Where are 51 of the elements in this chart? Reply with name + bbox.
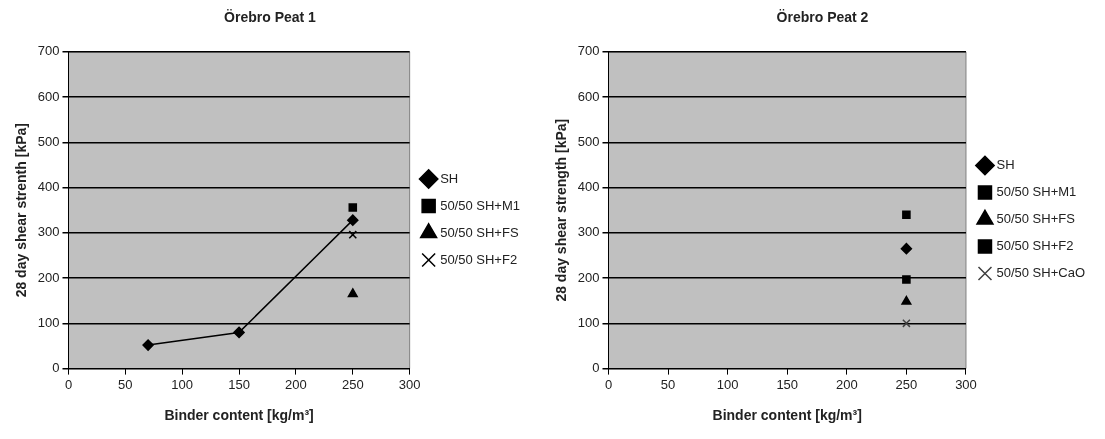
y-tick-label: 200 [577, 269, 600, 285]
y-tick-label: 600 [577, 88, 600, 104]
x-tick-label: 250 [895, 376, 918, 392]
y-tick-label: 200 [37, 269, 60, 285]
legend-label: 50/50 SH+M1 [996, 184, 1077, 200]
x-tick-label: 150 [776, 376, 799, 392]
point [348, 203, 358, 212]
legend-label: 50/50 SH+M1 [440, 197, 521, 213]
x-tick-label: 200 [285, 376, 307, 392]
y-tick-label: 0 [52, 360, 60, 376]
x-tick-label: 250 [341, 376, 364, 392]
legend-label: 50/50 SH+FS [996, 211, 1076, 227]
x-tick-label: 200 [835, 376, 858, 392]
y-tick-label: 700 [37, 43, 60, 59]
chart-title: Örebro Peat 2 [776, 9, 869, 26]
legend-label: SH [440, 170, 459, 186]
y-tick-label: 400 [577, 179, 600, 195]
x-tick-label: 150 [228, 376, 250, 392]
y-tick-label: 0 [592, 360, 600, 376]
x-tick-label: 0 [64, 376, 73, 392]
x-tick-label: 50 [660, 376, 676, 392]
y-axis-title: 28 day shear strenth [kPa] [13, 123, 30, 298]
x-tick-label: 300 [398, 376, 421, 392]
y-tick-label: 400 [37, 179, 60, 195]
x-tick-label: 300 [955, 376, 977, 392]
x-axis-title: Binder content [kg/m³] [164, 407, 314, 424]
y-tick-label: 300 [37, 224, 60, 240]
point [142, 339, 154, 351]
x-tick-label: 100 [716, 376, 739, 392]
y-tick-label: 500 [37, 133, 60, 149]
point [233, 326, 245, 339]
legend-label: 50/50 SH+F2 [996, 238, 1074, 254]
y-tick-label: 100 [577, 314, 600, 330]
point [348, 230, 358, 239]
y-tick-label: 300 [577, 224, 600, 240]
chart-title: Örebro Peat 1 [224, 9, 317, 26]
legend-label: 50/50 SH+CaO [996, 265, 1086, 281]
x-tick-label: 50 [118, 376, 133, 392]
x-tick-label: 100 [171, 376, 194, 392]
y-axis-title: 28 day shear strength [kPa] [553, 118, 570, 302]
y-tick-label: 700 [577, 43, 600, 59]
legend-label: SH [996, 157, 1015, 173]
point [347, 288, 358, 298]
legend-label: 50/50 SH+F2 [440, 251, 518, 267]
y-tick-label: 600 [37, 88, 60, 104]
y-tick-label: 100 [37, 314, 60, 330]
y-tick-label: 500 [577, 133, 600, 149]
legend-label: 50/50 SH+FS [440, 224, 519, 240]
x-axis-title: Binder content [kg/m³] [712, 407, 862, 424]
point [347, 214, 359, 226]
x-tick-label: 0 [604, 376, 613, 392]
